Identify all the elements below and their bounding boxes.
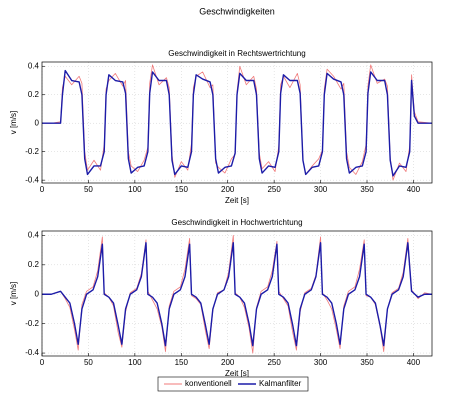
figure-title: Geschwindigkeiten	[199, 6, 275, 16]
x-tick-label: 50	[84, 185, 93, 194]
x-tick-label: 250	[267, 185, 281, 194]
plot-frame	[41, 61, 433, 184]
x-tick-label: 400	[407, 185, 421, 194]
y-axis-label: v [m/s]	[9, 111, 18, 135]
y-tick-label: -0.2	[25, 147, 39, 156]
plot-frame	[41, 230, 433, 357]
y-tick-label: -0.4	[25, 175, 39, 184]
x-tick-label: 50	[84, 358, 93, 367]
x-axis-label: Zeit [s]	[225, 196, 249, 205]
y-tick-label: 0	[35, 289, 40, 298]
x-tick-label: 150	[175, 358, 189, 367]
series-line	[42, 69, 432, 177]
subplot-title: Geschwindigkeit in Rechtswertrichtung	[168, 49, 305, 58]
x-axis-label: Zeit [s]	[225, 369, 249, 378]
y-tick-label: 0	[35, 118, 40, 127]
y-tick-label: 0.2	[28, 90, 40, 99]
y-tick-label: -0.4	[25, 348, 39, 357]
x-tick-label: 350	[360, 185, 374, 194]
x-tick-label: 100	[128, 358, 142, 367]
y-tick-label: 0.4	[28, 231, 40, 240]
legend-box	[157, 376, 309, 392]
x-tick-label: 0	[40, 358, 45, 367]
x-tick-label: 300	[314, 185, 328, 194]
x-tick-label: 300	[314, 358, 328, 367]
x-tick-label: 400	[407, 358, 421, 367]
y-axis-label: v [m/s]	[9, 282, 18, 306]
x-tick-label: 200	[221, 358, 235, 367]
x-tick-label: 0	[40, 185, 45, 194]
y-tick-label: 0.2	[28, 260, 40, 269]
y-tick-label: 0.4	[28, 61, 40, 70]
x-tick-label: 100	[128, 185, 142, 194]
x-tick-label: 200	[221, 185, 235, 194]
legend-label: konventionell	[185, 379, 232, 388]
series-line	[42, 242, 432, 347]
x-tick-label: 250	[267, 358, 281, 367]
x-tick-label: 350	[360, 358, 374, 367]
subplot-title: Geschwindigkeit in Hochwertrichtung	[171, 218, 302, 227]
legend-label: Kalmanfilter	[259, 379, 302, 388]
y-tick-label: -0.2	[25, 319, 39, 328]
x-tick-label: 150	[175, 185, 189, 194]
